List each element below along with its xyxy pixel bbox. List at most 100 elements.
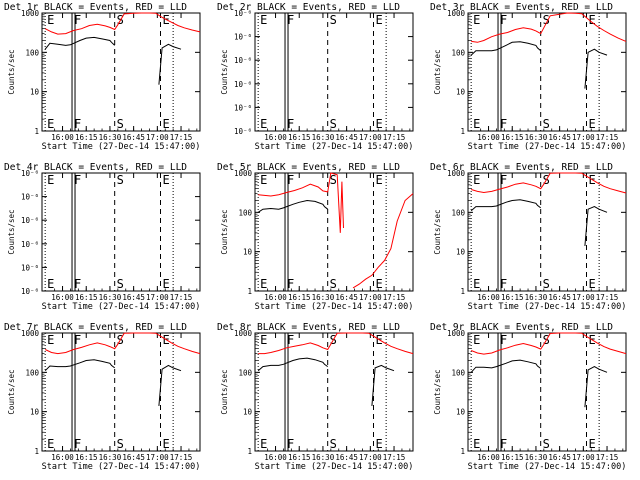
event-marker-label: E [589, 277, 596, 291]
plot-frame [467, 12, 627, 132]
y-tick-label: 10⁻⁶ [234, 56, 252, 65]
event-marker-label: S [543, 13, 550, 27]
event-marker-label: E [376, 277, 383, 291]
plot-frame [41, 172, 201, 292]
x-tick-label: 17:00 [146, 133, 169, 142]
event-marker-label: E [473, 13, 480, 27]
y-axis-label: Counts/sec [433, 209, 442, 254]
x-tick-label: 17:15 [170, 453, 193, 462]
panel-title: Det 3r BLACK = Events, RED = LLD [430, 2, 613, 13]
x-tick-label: 17:15 [383, 293, 406, 302]
event-marker-label: E [589, 117, 596, 131]
panel-title: Det 5r BLACK = Events, RED = LLD [217, 162, 400, 173]
y-axis-label: Counts/sec [433, 369, 442, 414]
y-tick-label: 1000 [234, 169, 253, 178]
x-tick-label: 16:15 [288, 133, 311, 142]
event-marker-label: F [500, 333, 507, 347]
x-axis-label: Start Time (27-Dec-14 15:47:00) [468, 302, 627, 312]
x-tick-label: 17:15 [383, 453, 406, 462]
y-tick-label: 1000 [21, 9, 40, 18]
event-marker-label: F [74, 333, 81, 347]
events-series-line [257, 357, 395, 406]
lld-series-line [258, 332, 414, 355]
event-marker-label: E [376, 437, 383, 451]
event-marker-label: F [74, 277, 81, 291]
x-tick-label: 16:45 [548, 133, 571, 142]
event-marker-label: E [260, 117, 267, 131]
event-marker-label: F [287, 333, 294, 347]
panel-title: Det 9r BLACK = Events, RED = LLD [430, 322, 613, 333]
event-marker-label: S [117, 437, 124, 451]
x-axis-label: Start Time (27-Dec-14 15:47:00) [255, 302, 414, 312]
x-tick-label: 16:45 [548, 453, 571, 462]
x-tick-label: 17:15 [383, 133, 406, 142]
x-tick-label: 16:30 [99, 133, 122, 142]
plot-frame [254, 12, 414, 132]
lld-series-line [471, 332, 627, 355]
x-tick-label: 16:15 [75, 453, 98, 462]
y-tick-label: 1 [460, 127, 465, 136]
x-tick-label: 17:00 [146, 293, 169, 302]
x-tick-label: 16:00 [477, 453, 500, 462]
plot-frame [41, 12, 201, 132]
x-tick-label: 16:00 [51, 293, 74, 302]
event-marker-label: E [376, 117, 383, 131]
x-tick-label: 17:00 [359, 133, 382, 142]
event-marker-label: S [117, 173, 124, 187]
y-tick-label: 10 [243, 408, 253, 417]
event-marker-label: E [589, 13, 596, 27]
x-tick-label: 16:00 [477, 293, 500, 302]
detector-panel: Det 3r BLACK = Events, RED = LLD 16:00 16:… [430, 2, 627, 152]
event-marker-label: S [330, 117, 337, 131]
event-marker-label: E [260, 173, 267, 187]
lld-series-line [471, 172, 627, 194]
event-marker-label: E [260, 437, 267, 451]
event-marker-label: E [260, 13, 267, 27]
event-marker-label: F [287, 173, 294, 187]
y-tick-label: 10⁻⁶ [234, 80, 252, 89]
event-marker-label: S [117, 277, 124, 291]
event-marker-label: S [543, 117, 550, 131]
y-tick-label: 10⁻⁶ [234, 103, 252, 112]
event-marker-label: E [473, 277, 480, 291]
event-marker-label: E [47, 13, 54, 27]
x-tick-label: 16:30 [312, 293, 335, 302]
event-marker-label: F [74, 117, 81, 131]
event-marker-label: F [74, 173, 81, 187]
events-series-line [44, 359, 182, 406]
y-tick-label: 1 [247, 287, 252, 296]
event-marker-label: E [473, 333, 480, 347]
y-tick-label: 1000 [447, 169, 466, 178]
x-tick-label: 16:45 [335, 453, 358, 462]
panel-title: Det 1r BLACK = Events, RED = LLD [4, 2, 187, 13]
lld-series-line [258, 172, 414, 289]
panel-title: Det 2r BLACK = Events, RED = LLD [217, 2, 400, 13]
y-tick-label: 10⁻⁶ [234, 127, 252, 136]
y-axis-label: Counts/sec [7, 209, 16, 254]
x-axis-label: Start Time (27-Dec-14 15:47:00) [42, 142, 201, 152]
event-marker-label: S [543, 277, 550, 291]
y-tick-label: 10⁻⁶ [234, 9, 252, 18]
event-marker-label: S [543, 437, 550, 451]
events-series-line [44, 36, 182, 85]
y-tick-label: 10 [456, 88, 466, 97]
x-tick-label: 16:00 [477, 133, 500, 142]
events-series-line [470, 199, 608, 246]
event-marker-label: E [260, 333, 267, 347]
y-tick-label: 10 [456, 248, 466, 257]
x-tick-label: 16:45 [122, 293, 145, 302]
x-tick-label: 16:30 [525, 133, 548, 142]
y-axis-label: Counts/sec [220, 209, 229, 254]
x-tick-label: 16:00 [264, 453, 287, 462]
x-tick-label: 16:15 [75, 133, 98, 142]
event-marker-label: E [260, 277, 267, 291]
event-marker-label: E [376, 173, 383, 187]
y-tick-label: 1000 [447, 329, 466, 338]
lld-series-line [44, 332, 201, 355]
event-marker-label: E [163, 173, 170, 187]
y-tick-label: 1 [460, 287, 465, 296]
